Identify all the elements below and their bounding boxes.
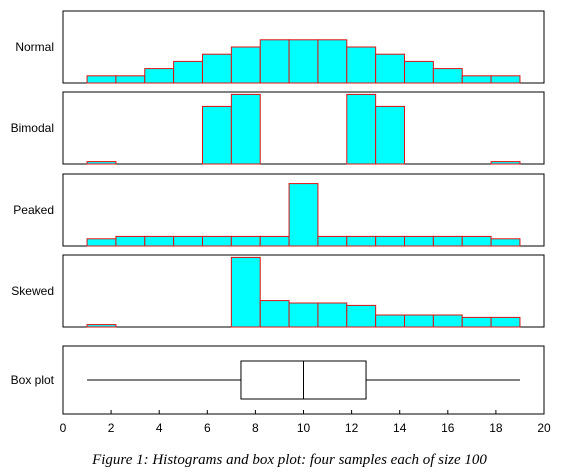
peaked-bar-10 xyxy=(346,235,377,247)
x-tick-label-0: 0 xyxy=(60,421,67,435)
normal-bar-1 xyxy=(86,75,117,84)
normal-bar-5 xyxy=(201,53,232,84)
peaked-bar-12 xyxy=(404,235,434,247)
bimodal-bar-11 xyxy=(375,105,406,165)
x-tick-label-12: 12 xyxy=(345,421,359,435)
normal-bar-4 xyxy=(173,60,203,84)
box-plot-panel-label: Box plot xyxy=(11,373,55,387)
normal-bar-15 xyxy=(490,75,521,84)
skewed-bar-15 xyxy=(490,316,521,328)
bimodal-panel-frame xyxy=(62,91,545,165)
peaked-bar-2 xyxy=(115,235,146,247)
normal-bar-7 xyxy=(259,39,290,84)
peaked-bar-8 xyxy=(288,183,319,247)
bimodal-bar-6 xyxy=(230,93,261,165)
normal-bar-9 xyxy=(317,39,348,84)
normal-bar-14 xyxy=(461,75,492,84)
figure-canvas: Normal Bimodal Peaked Skewed Box plot 0 2 4 6 8 10… xyxy=(11,10,551,435)
peaked-bar-3 xyxy=(144,235,175,247)
skewed-bar-1 xyxy=(86,324,117,328)
peaked-bar-9 xyxy=(317,235,348,247)
x-tick-label-2: 2 xyxy=(108,421,115,435)
bimodal-bar-10 xyxy=(346,93,377,165)
normal-bar-11 xyxy=(375,53,406,84)
skewed-bar-13 xyxy=(432,314,463,328)
peaked-bar-1 xyxy=(86,238,117,247)
x-tick-label-16: 16 xyxy=(441,421,455,435)
skewed-bar-6 xyxy=(230,256,261,328)
normal-bar-12 xyxy=(404,60,434,84)
normal-bar-3 xyxy=(144,68,175,84)
skewed-bar-14 xyxy=(461,316,492,328)
skewed-panel-label: Skewed xyxy=(11,284,54,298)
normal-bar-8 xyxy=(288,39,319,84)
skewed-bar-11 xyxy=(375,314,406,328)
x-tick-label-4: 4 xyxy=(156,421,163,435)
skewed-bar-12 xyxy=(404,314,434,328)
bimodal-bar-1 xyxy=(86,161,117,165)
peaked-bar-14 xyxy=(461,235,492,247)
peaked-panel-label: Peaked xyxy=(13,203,54,217)
normal-panel-label: Normal xyxy=(15,40,54,54)
x-tick-label-14: 14 xyxy=(393,421,407,435)
peaked-bar-15 xyxy=(490,238,521,247)
skewed-bar-7 xyxy=(259,300,290,328)
x-tick-label-8: 8 xyxy=(252,421,259,435)
skewed-bar-8 xyxy=(288,302,319,328)
x-tick-label-10: 10 xyxy=(297,421,311,435)
figure-caption: Figure 1: Histograms and box plot: four … xyxy=(92,452,487,468)
peaked-bar-11 xyxy=(375,235,406,247)
skewed-bar-10 xyxy=(346,304,377,328)
peaked-bar-6 xyxy=(230,235,261,247)
peaked-bar-5 xyxy=(201,235,232,247)
normal-bar-2 xyxy=(115,75,146,84)
bimodal-bar-5 xyxy=(201,105,232,165)
normal-bar-13 xyxy=(432,68,463,84)
bimodal-panel-label: Bimodal xyxy=(11,121,54,135)
bimodal-bar-15 xyxy=(490,161,521,165)
peaked-bar-13 xyxy=(432,235,463,247)
x-tick-label-18: 18 xyxy=(489,421,503,435)
x-tick-label-6: 6 xyxy=(204,421,211,435)
x-tick-label-20: 20 xyxy=(537,421,551,435)
peaked-bar-7 xyxy=(259,235,290,247)
normal-bar-6 xyxy=(230,46,261,84)
normal-bar-10 xyxy=(346,46,377,84)
skewed-bar-9 xyxy=(317,302,348,328)
peaked-bar-4 xyxy=(173,235,203,247)
